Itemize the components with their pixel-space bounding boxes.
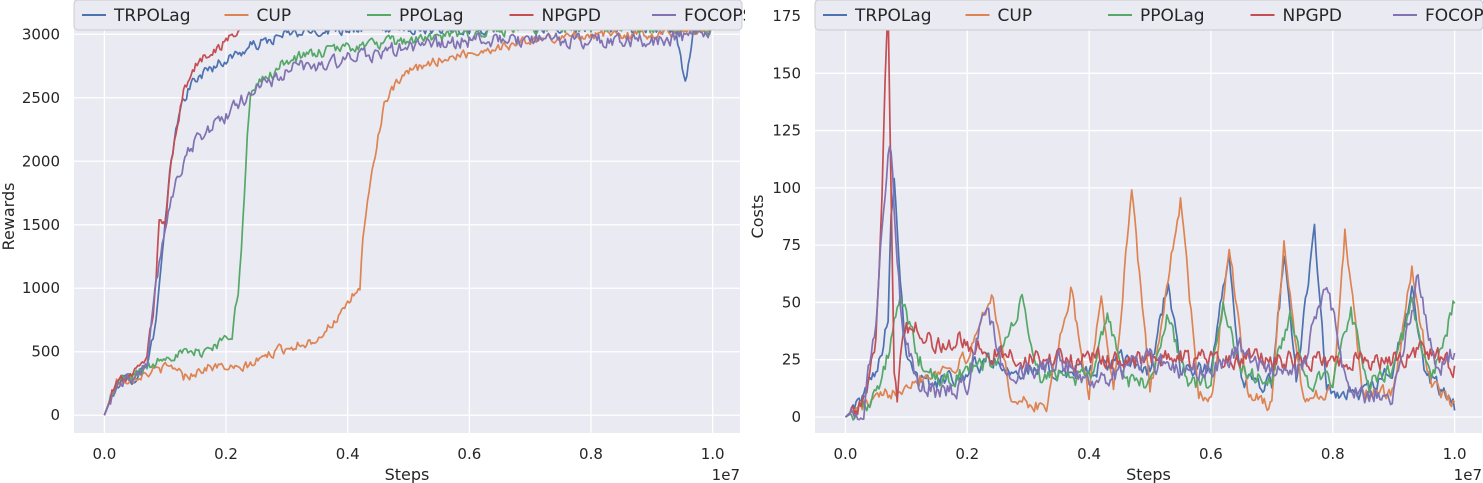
legend-label-focops: FOCOPS (684, 6, 745, 26)
y-tick-label: 3000 (22, 25, 60, 43)
series-line-cup (845, 189, 1456, 418)
x-offset-label: 1e7 (712, 466, 740, 483)
legend-label-focops: FOCOPS (1425, 6, 1483, 26)
y-tick-label: 50 (782, 293, 801, 311)
y-tick-label: 75 (782, 236, 801, 254)
y-tick-label: 0 (791, 408, 801, 426)
legend-label-npgpd: NPGPD (542, 6, 601, 26)
series-line-focops (845, 145, 1456, 421)
y-tick-label: 25 (782, 351, 801, 369)
series-line-focops (103, 25, 714, 416)
x-tick-label: 0.2 (955, 445, 979, 463)
legend-label-ppolag: PPOLag (1140, 6, 1205, 26)
x-axis-label: Steps (385, 465, 430, 483)
x-tick-label: 0.6 (1199, 445, 1223, 463)
y-tick-label: 1500 (22, 216, 60, 234)
legend: TRPOLag CUP PPOLag NPGPD FOCOPS (814, 0, 1483, 31)
y-tick-label: 500 (31, 343, 60, 361)
x-tick-label: 0.6 (457, 445, 481, 463)
x-tick-label: 0.4 (336, 445, 360, 463)
legend-label-ppolag: PPOLag (399, 6, 464, 26)
y-axis-label: Rewards (0, 183, 18, 251)
x-tick-label: 0.4 (1077, 445, 1101, 463)
legend-box (73, 0, 743, 31)
y-tick-label: 2000 (22, 152, 60, 170)
legend-label-cup: CUP (998, 6, 1033, 26)
plot-area (815, 0, 1482, 433)
y-tick-label: 125 (772, 122, 801, 140)
series-line-ppolag (845, 293, 1456, 421)
legend-label-trpolag: TRPOLag (854, 6, 932, 26)
y-tick-label: 175 (772, 7, 801, 25)
legend-label-trpolag: TRPOLag (113, 6, 191, 26)
y-tick-label: 1000 (22, 279, 60, 297)
legend-label-cup: CUP (257, 6, 292, 26)
x-tick-label: 1.0 (1443, 445, 1467, 463)
legend: TRPOLag CUP PPOLag NPGPD FOCOPS (73, 0, 745, 31)
x-tick-label: 0.8 (1321, 445, 1345, 463)
y-tick-label: 150 (772, 64, 801, 82)
y-tick-label: 0 (50, 406, 60, 424)
series-line-trpolag (103, 20, 714, 416)
x-tick-label: 1.0 (701, 445, 725, 463)
x-tick-label: 0.2 (214, 445, 238, 463)
legend-box (814, 0, 1483, 31)
x-axis-label: Steps (1126, 465, 1171, 483)
costs-chart: 0.0 0.2 0.4 0.6 0.8 1.0 0 25 50 75 100 125 150 175 Ste… (748, 0, 1483, 483)
rewards-chart: 0.0 0.2 0.4 0.6 0.8 1.0 0 500 1000 1500 2000 2500 30… (0, 0, 745, 483)
y-tick-label: 100 (772, 179, 801, 197)
x-tick-label: 0.0 (92, 445, 116, 463)
x-tick-label: 0.0 (834, 445, 858, 463)
series-line-cup (103, 25, 714, 416)
legend-label-npgpd: NPGPD (1283, 6, 1342, 26)
x-tick-label: 0.8 (579, 445, 603, 463)
y-tick-label: 2500 (22, 89, 60, 107)
x-offset-label: 1e7 (1454, 466, 1482, 483)
y-axis-label: Costs (748, 195, 767, 239)
